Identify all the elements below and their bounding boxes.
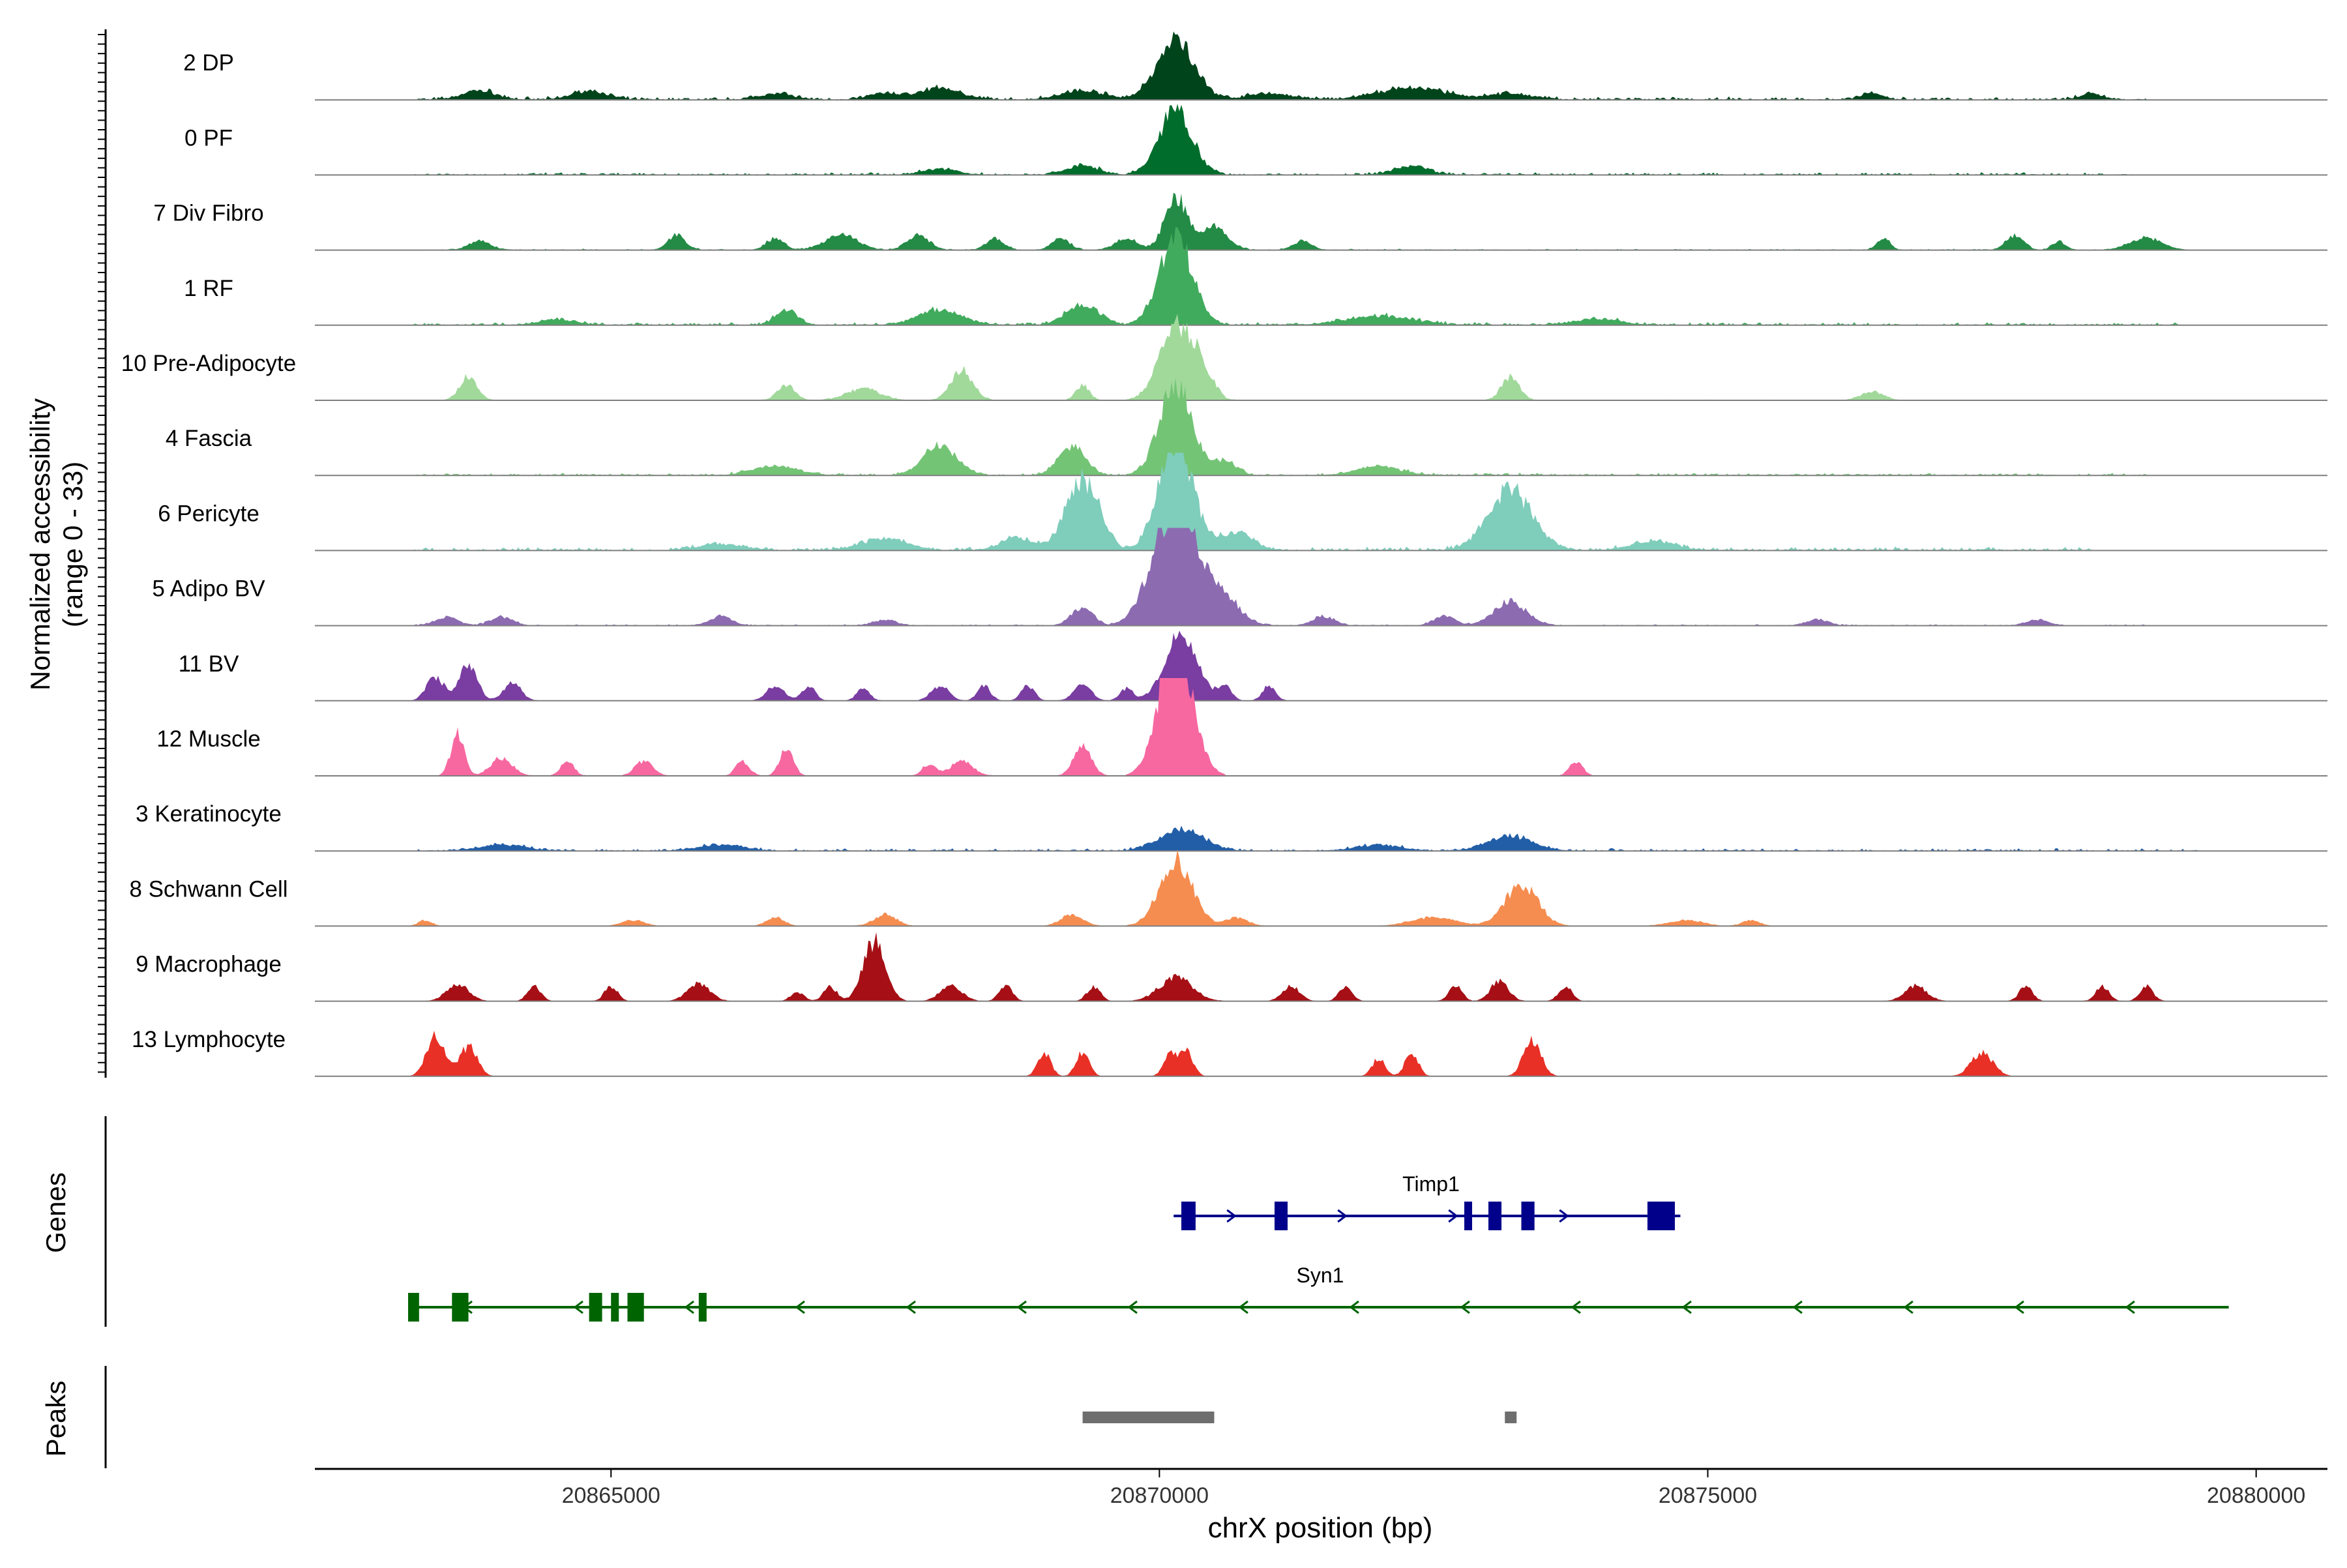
x-tick-label: 20870000 [1110, 1483, 1209, 1508]
track-label: 3 Keratinocyte [136, 801, 282, 827]
gene-timp1: Timp1 [1174, 1172, 1681, 1230]
strand-arrow [1903, 1300, 1913, 1314]
coverage-area [315, 192, 2327, 250]
genes-label: Genes [40, 1172, 71, 1253]
peaks-panel [104, 1366, 1517, 1468]
track-4-fascia: 4 Fascia [166, 377, 2327, 477]
y-axis-label: Normalized accessibility [25, 398, 55, 690]
track-label: 0 PF [185, 125, 233, 151]
strand-arrow [906, 1300, 916, 1314]
track-6-pericyte: 6 Pericyte [158, 452, 2327, 552]
coverage-area [315, 227, 2327, 325]
strand-arrow [1226, 1209, 1237, 1223]
track-10-pre-adipocyte: 10 Pre-Adipocyte [121, 314, 2327, 401]
exon [452, 1293, 469, 1322]
exon [627, 1293, 644, 1322]
track-11-bv: 11 BV [179, 630, 2327, 702]
coverage-area [315, 314, 2327, 400]
strand-arrow [1460, 1300, 1470, 1314]
coverage-area [315, 932, 2327, 1001]
coverage-area [315, 630, 2327, 701]
exon [698, 1293, 707, 1322]
exon [1488, 1202, 1502, 1230]
coverage-area [315, 825, 2327, 851]
exon [1181, 1202, 1196, 1230]
gene-name-label: Syn1 [1297, 1264, 1344, 1287]
strand-arrow [1681, 1300, 1692, 1314]
x-tick-label: 20865000 [562, 1483, 660, 1508]
strand-arrow [1349, 1300, 1359, 1314]
exon [1521, 1202, 1535, 1230]
strand-arrow [2014, 1300, 2024, 1314]
track-label: 4 Fascia [166, 426, 252, 451]
track-label: 1 RF [184, 276, 233, 301]
track-label: 7 Div Fibro [153, 201, 263, 226]
peak-region [1505, 1412, 1517, 1423]
track-7-div-fibro: 7 Div Fibro [153, 192, 2327, 251]
strand-arrow [684, 1300, 694, 1314]
track-0-pf: 0 PF [185, 104, 2327, 176]
exon [407, 1293, 419, 1322]
coverage-area [315, 31, 2327, 100]
track-13-lymphocyte: 13 Lymphocyte [132, 1027, 2327, 1077]
strand-arrow [1016, 1300, 1027, 1314]
track-label: 11 BV [179, 651, 239, 677]
strand-arrow [1792, 1300, 1803, 1314]
genes-panel: Timp1 Syn1 [104, 1116, 2229, 1327]
x-tick-label: 20880000 [2207, 1483, 2305, 1508]
gene-name-label: Timp1 [1402, 1172, 1460, 1196]
coverage-area [315, 452, 2327, 551]
strand-arrow [1571, 1300, 1581, 1314]
strand-arrow [1238, 1300, 1248, 1314]
coverage-area [315, 678, 2327, 776]
track-label: 10 Pre-Adipocyte [121, 351, 296, 376]
coverage-area [315, 377, 2327, 476]
peak-region [1082, 1412, 1215, 1423]
exon [1464, 1202, 1473, 1230]
track-label: 2 DP [183, 50, 234, 76]
x-axis-label: chrX position (bp) [1208, 1512, 1433, 1544]
strand-arrow [2125, 1300, 2135, 1314]
coverage-area [315, 527, 2327, 626]
strand-arrow [1337, 1209, 1348, 1223]
exon [589, 1293, 602, 1322]
x-axis: 20865000 20870000 20875000 20880000 [315, 1468, 2327, 1508]
track-label: 9 Macrophage [136, 952, 282, 977]
coverage-area [315, 1030, 2327, 1076]
track-label: 12 Muscle [156, 726, 261, 752]
track-9-macrophage: 9 Macrophage [136, 932, 2327, 1002]
strand-arrow [1127, 1300, 1138, 1314]
strand-arrow [1448, 1209, 1458, 1223]
track-label: 13 Lymphocyte [132, 1027, 286, 1052]
coverage-area [315, 850, 2327, 926]
gene-syn1: Syn1 [407, 1264, 2229, 1322]
coverage-tracks: 2 DP 0 PF 7 Div Fibro 1 RF 10 Pre-Adipocyte 4… [121, 31, 2327, 1077]
track-5-adipo-bv: 5 Adipo BV [152, 527, 2327, 627]
exon [611, 1293, 619, 1322]
track-8-schwann-cell: 8 Schwann Cell [129, 850, 2327, 927]
strand-arrow [573, 1300, 583, 1314]
track-label: 6 Pericyte [158, 501, 259, 526]
track-1-rf: 1 RF [184, 227, 2327, 326]
x-tick-label: 20875000 [1659, 1483, 1757, 1508]
exon [1275, 1202, 1288, 1230]
exon [1647, 1202, 1675, 1230]
coverage-area [315, 104, 2327, 175]
peaks-label: Peaks [40, 1381, 71, 1457]
track-label: 5 Adipo BV [152, 576, 265, 602]
track-label: 8 Schwann Cell [129, 876, 288, 902]
strand-arrow [795, 1300, 805, 1314]
track-2-dp: 2 DP [183, 31, 2327, 101]
y-axis-range-label: (range 0 - 33) [57, 462, 88, 627]
track-3-keratinocyte: 3 Keratinocyte [136, 801, 2327, 852]
strand-arrow [1559, 1209, 1569, 1223]
y-axis [98, 29, 107, 1078]
track-12-muscle: 12 Muscle [156, 678, 2327, 777]
